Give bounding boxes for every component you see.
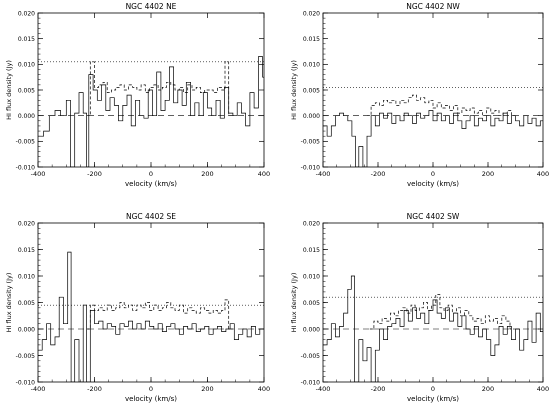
x-tick-label: -200 — [87, 170, 102, 178]
y-tick-label: 0.010 — [18, 62, 35, 69]
y-tick-label: 0.020 — [18, 10, 35, 17]
x-tick-label: -400 — [316, 385, 331, 393]
x-axis-label: velocity (km/s) — [125, 180, 177, 188]
y-tick-label: 0.020 — [303, 220, 320, 227]
y-tick-label: -0.005 — [16, 353, 36, 360]
x-tick-label: 200 — [482, 385, 494, 393]
chart-panel-4: NGC 4402 SW -400 -200 0 200 400 -0.010 -0.005 0.… — [290, 212, 549, 403]
y-tick-label: 0.015 — [303, 247, 320, 254]
y-tick-label: -0.005 — [301, 353, 321, 360]
chart-title: NGC 4402 SW — [407, 212, 460, 221]
chart-title: NGC 4402 SE — [126, 212, 176, 221]
x-tick-label: 400 — [258, 170, 270, 178]
x-tick-label: 0 — [431, 170, 435, 178]
observed-spectrum — [38, 56, 264, 167]
y-tick-label: 0.005 — [303, 300, 320, 307]
plot-frame — [37, 222, 265, 383]
y-tick-label: -0.005 — [16, 139, 36, 146]
y-axis-label: HI flux density (Jy) — [5, 273, 13, 333]
x-tick-label: 200 — [201, 170, 213, 178]
x-tick-label: 200 — [201, 385, 213, 393]
chart-panel-1: NGC 4402 NE -400 -200 0 200 400 -0.010 -0.005 0.… — [5, 2, 270, 188]
y-tick-label: 0.020 — [18, 220, 35, 227]
chart-title: NGC 4402 NE — [126, 2, 177, 11]
y-axis-label: HI flux density (Jy) — [5, 60, 13, 120]
y-tick-label: 0.005 — [18, 300, 35, 307]
model-spectrum — [369, 294, 515, 330]
plot-frame — [322, 12, 544, 168]
x-tick-label: -200 — [371, 170, 386, 178]
y-tick-label: 0.015 — [18, 36, 35, 43]
y-tick-label: -0.010 — [16, 164, 36, 171]
y-tick-label: -0.010 — [16, 379, 36, 386]
x-tick-label: 400 — [258, 385, 270, 393]
x-tick-label: 400 — [537, 385, 549, 393]
chart-title: NGC 4402 NW — [406, 2, 460, 11]
y-tick-label: 0.020 — [303, 10, 320, 17]
x-tick-label: 200 — [482, 170, 494, 178]
y-tick-label: 0.015 — [303, 36, 320, 43]
model-spectrum — [367, 94, 516, 117]
y-tick-label: 0.000 — [18, 113, 35, 120]
chart-panel-3: NGC 4402 SE -400 -200 0 200 400 -0.010 -0.005 0.… — [5, 212, 270, 403]
x-tick-label: 0 — [431, 385, 435, 393]
y-tick-label: 0.010 — [18, 273, 35, 280]
x-tick-label: -200 — [371, 385, 386, 393]
observed-spectrum — [38, 251, 264, 382]
observed-spectrum — [323, 110, 543, 167]
x-axis-label: velocity (km/s) — [125, 395, 177, 403]
model-spectrum — [86, 299, 233, 330]
y-tick-label: 0.005 — [303, 87, 320, 94]
y-tick-label: -0.005 — [301, 139, 321, 146]
model-spectrum — [86, 61, 233, 117]
x-tick-label: -400 — [31, 385, 46, 393]
x-axis-label: velocity (km/s) — [407, 395, 459, 403]
x-tick-label: 0 — [149, 170, 153, 178]
x-tick-label: 400 — [537, 170, 549, 178]
x-tick-label: -200 — [87, 385, 102, 393]
x-tick-label: 0 — [149, 385, 153, 393]
y-tick-label: 0.010 — [303, 273, 320, 280]
y-tick-label: 0.015 — [18, 247, 35, 254]
chart-panel-2: NGC 4402 NW -400 -200 0 200 400 -0.010 -0.005 0.… — [290, 2, 549, 188]
x-tick-label: -400 — [31, 170, 46, 178]
y-tick-label: 0.005 — [18, 87, 35, 94]
y-axis-label: HI flux density (Jy) — [290, 273, 298, 333]
y-axis-label: HI flux density (Jy) — [290, 60, 298, 120]
x-tick-label: -400 — [316, 170, 331, 178]
y-tick-label: -0.010 — [301, 164, 321, 171]
y-tick-label: 0.010 — [303, 62, 320, 69]
y-tick-label: 0.000 — [303, 113, 320, 120]
y-tick-label: -0.010 — [301, 379, 321, 386]
y-tick-label: 0.000 — [18, 326, 35, 333]
y-tick-label: 0.000 — [303, 326, 320, 333]
x-axis-label: velocity (km/s) — [407, 180, 459, 188]
